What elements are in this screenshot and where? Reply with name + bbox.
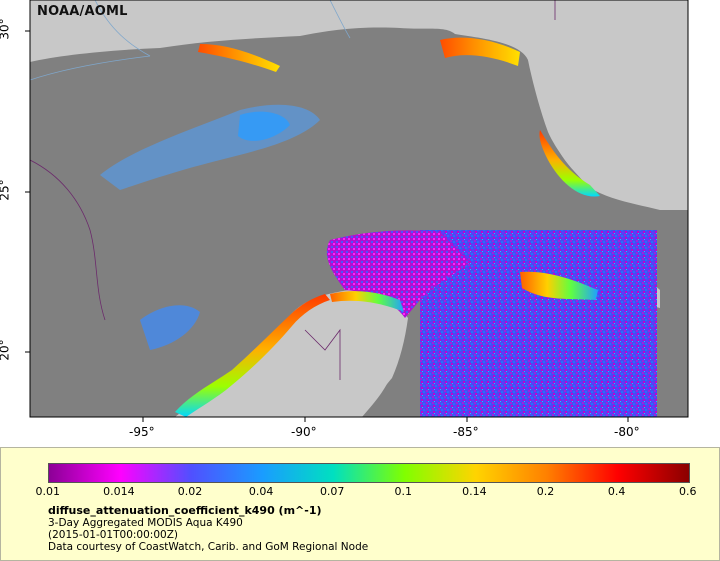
- colorbar: [48, 463, 690, 483]
- colorbar-tick-label: 0.01: [35, 485, 61, 498]
- colorbar-tick-label: 0.07: [319, 485, 345, 498]
- gulf-of-mexico-map: [25, 0, 689, 422]
- map-border: [29, 0, 689, 418]
- central-gulf-patch-b: [238, 111, 290, 141]
- variable-name: diffuse_attenuation_coefficient_k490 (m^…: [48, 504, 322, 517]
- border-line: [30, 159, 106, 321]
- attribution-label: NOAA/AOML: [37, 4, 128, 19]
- border-line: [304, 328, 341, 380]
- lon-label: -95°: [129, 425, 155, 439]
- legend-panel: 0.01 0.014 0.02 0.04 0.07 0.1 0.14 0.2 0.4 0.6 di…: [0, 447, 720, 561]
- river-line: [30, 55, 151, 81]
- data-credit: Data courtesy of CoastWatch, Carib. and …: [48, 541, 369, 553]
- florida-panhandle-band: [440, 37, 520, 66]
- cuba-south-band: [520, 271, 598, 300]
- yucatan-peninsula: [240, 291, 405, 417]
- colorbar-tick-label: 0.14: [462, 485, 487, 498]
- map-panel: NOAA/AOML -95° -90° -85° -80° 30° 25° 20…: [0, 0, 689, 439]
- lat-label: 30°: [0, 18, 12, 40]
- louisiana-band: [198, 44, 280, 72]
- lat-label: 20°: [0, 339, 12, 361]
- colorbar-tick-label: 0.04: [248, 485, 274, 498]
- river-line: [94, 0, 151, 57]
- lat-ticks: [25, 30, 30, 353]
- lon-label: -80°: [614, 425, 640, 439]
- colorbar-tick-label: 0.6: [679, 485, 697, 498]
- florida-west-band: [539, 130, 600, 197]
- dataset-time: (2015-01-01T00:00:00Z): [48, 529, 178, 541]
- colorbar-tick-label: 0.1: [394, 485, 413, 498]
- river-line: [329, 0, 351, 39]
- yucatan-north-band: [330, 291, 404, 312]
- yucatan-channel-field: [326, 230, 470, 318]
- florida-peninsula: [528, 0, 655, 194]
- lon-ticks: [142, 417, 629, 422]
- dataset-description: 3-Day Aggregated MODIS Aqua K490: [48, 517, 243, 529]
- lon-label: -90°: [291, 425, 317, 439]
- campeche-coastal-band: [175, 294, 330, 417]
- colorbar-tick-label: 0.014: [103, 485, 135, 498]
- colorbar-tick-label: 0.4: [607, 485, 626, 498]
- west-gulf-patch: [140, 305, 200, 350]
- lon-label: -85°: [453, 425, 479, 439]
- colorbar-tick-label: 0.02: [177, 485, 203, 498]
- colorbar-tick-label: 0.2: [536, 485, 555, 498]
- lat-label: 25°: [0, 179, 12, 201]
